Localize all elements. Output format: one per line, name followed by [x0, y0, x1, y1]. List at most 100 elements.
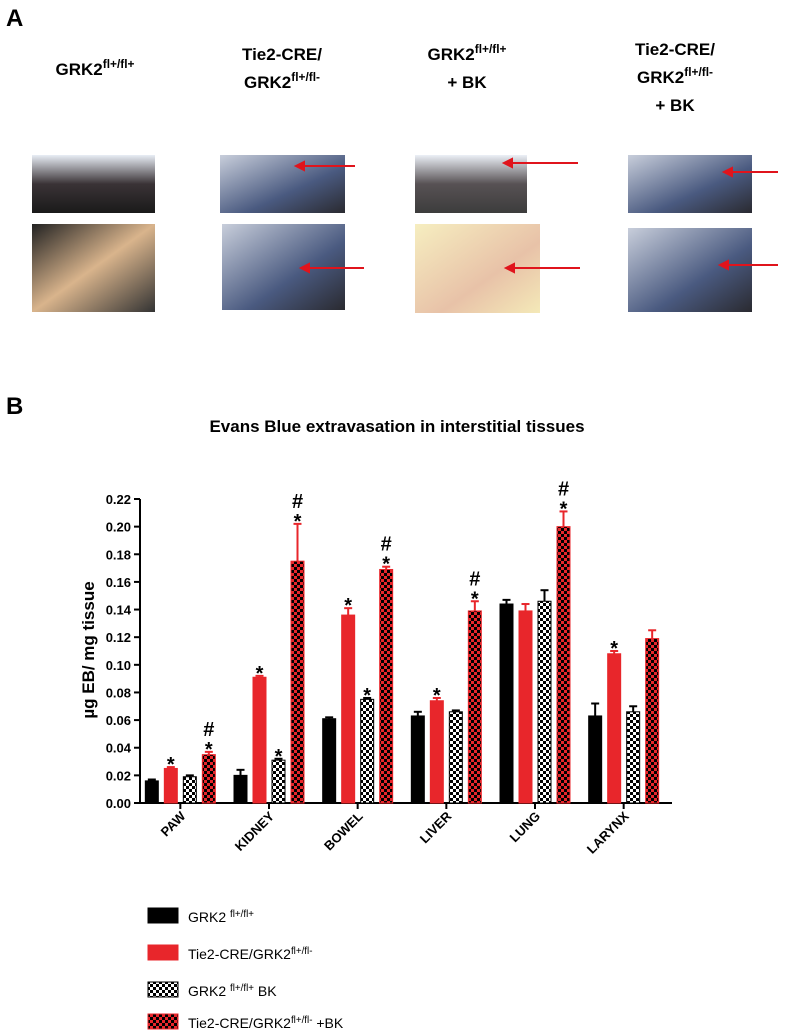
x-tick-label: BOWEL	[321, 808, 366, 853]
bar	[360, 698, 375, 804]
bar	[537, 600, 552, 804]
column-label: Tie2-CRE/	[635, 40, 715, 59]
photos	[32, 155, 778, 313]
y-tick-label: 0.00	[106, 796, 131, 811]
legend-swatch	[147, 1013, 179, 1030]
bar	[645, 638, 660, 804]
text-part: Tie2-CRE/	[242, 45, 322, 64]
text-part: + BK	[447, 73, 487, 92]
column-label: GRK2fl+/fl-	[244, 70, 320, 92]
legend-swatch	[147, 981, 179, 998]
bar	[271, 759, 286, 804]
arrow-head	[717, 259, 729, 271]
significance: *	[294, 511, 302, 533]
y-tick-label: 0.06	[106, 713, 131, 728]
legend-swatch	[147, 944, 179, 961]
bar	[144, 780, 159, 804]
significance: *	[344, 595, 352, 617]
y-tick-label: 0.22	[106, 492, 131, 507]
bar	[163, 767, 178, 804]
significance: #	[381, 534, 392, 556]
column-label: GRK2fl+/fl+	[56, 57, 135, 79]
y-tick-label: 0.12	[106, 630, 131, 645]
bar	[341, 614, 356, 804]
text-part: GRK2	[188, 983, 230, 999]
photo	[32, 155, 155, 213]
bar	[290, 560, 305, 804]
panel-label: B	[6, 393, 23, 420]
x-tick-label: KIDNEY	[232, 808, 278, 854]
significance: #	[469, 568, 480, 590]
significance: #	[292, 491, 303, 513]
x-tick-label: PAW	[158, 808, 189, 839]
text-part: GRK2	[188, 909, 230, 925]
y-tick-label: 0.02	[106, 768, 131, 783]
significance: *	[363, 685, 371, 707]
text-part: GRK2	[244, 73, 291, 92]
bar	[233, 774, 248, 804]
significance: *	[560, 498, 568, 520]
bar	[588, 715, 603, 804]
text-part: GRK2	[56, 60, 103, 79]
text-part: Tie2-CRE/GRK2	[188, 946, 291, 962]
superscript: fl+/fl+	[230, 983, 254, 994]
bar	[252, 676, 267, 804]
bar	[448, 711, 463, 804]
bar	[429, 700, 444, 804]
legend-label: GRK2 fl+/fl+	[188, 909, 254, 926]
text-part: GRK2	[637, 68, 684, 87]
photo	[628, 155, 752, 213]
x-tick-label: LARYNX	[584, 808, 632, 856]
bar	[467, 610, 482, 804]
y-tick-label: 0.10	[106, 658, 131, 673]
column-label: GRK2fl+/fl-	[637, 65, 713, 87]
y-tick-label: 0.20	[106, 520, 131, 535]
bar	[201, 754, 216, 804]
y-tick-label: 0.18	[106, 547, 131, 562]
significance: *	[471, 588, 479, 610]
y-tick-label: 0.04	[106, 741, 132, 756]
bar	[626, 711, 641, 804]
y-tick-label: 0.08	[106, 685, 131, 700]
bar	[322, 718, 337, 804]
bar	[499, 603, 514, 804]
y-axis-label: µg EB/ mg tissue	[79, 581, 98, 718]
text-part: BK	[254, 983, 277, 999]
superscript: fl+/fl+	[230, 909, 254, 920]
text-part: + BK	[655, 96, 695, 115]
arrow-head	[501, 157, 513, 169]
superscript: fl+/fl-	[291, 70, 320, 84]
superscript: fl+/fl-	[291, 1015, 313, 1026]
superscript: fl+/fl+	[475, 42, 507, 56]
arrow-head	[298, 262, 310, 274]
significance: *	[433, 685, 441, 707]
panel-label: A	[6, 5, 23, 32]
superscript: fl+/fl-	[291, 946, 313, 957]
column-label: GRK2fl+/fl+	[428, 42, 507, 64]
arrow-head	[293, 160, 305, 172]
significance: *	[382, 554, 390, 576]
photo	[628, 228, 752, 312]
bar	[556, 526, 571, 804]
significance: *	[167, 754, 175, 776]
significance: *	[205, 739, 213, 761]
legend-swatch	[147, 907, 179, 924]
significance: *	[275, 746, 283, 768]
photo	[32, 224, 155, 312]
y-tick-label: 0.16	[106, 575, 131, 590]
bar	[182, 776, 197, 804]
column-label: Tie2-CRE/	[242, 45, 322, 64]
significance: #	[203, 719, 214, 741]
chart-title: Evans Blue extravasation in interstitial…	[209, 417, 584, 436]
text-part: GRK2	[428, 45, 475, 64]
arrow-head	[721, 166, 733, 178]
bar	[518, 610, 533, 804]
bar	[607, 653, 622, 804]
significance: #	[558, 478, 569, 500]
significance: *	[610, 638, 618, 660]
y-tick-label: 0.14	[106, 603, 132, 618]
column-label: + BK	[447, 73, 487, 92]
legend-label: GRK2 fl+/fl+ BK	[188, 983, 277, 1000]
x-tick-label: LUNG	[506, 809, 543, 846]
